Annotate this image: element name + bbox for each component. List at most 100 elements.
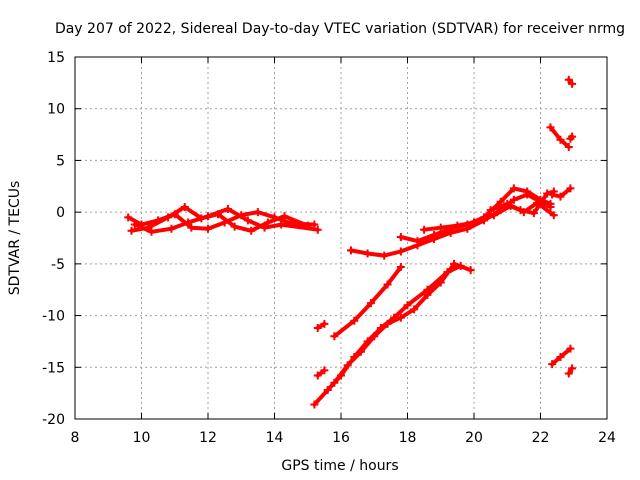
data-point	[396, 232, 405, 241]
series-trace-c	[132, 207, 320, 234]
data-point	[320, 366, 329, 375]
data-point	[410, 305, 419, 314]
y-tick-label: -15	[42, 360, 65, 376]
data-point	[180, 202, 189, 211]
y-tick-label: -20	[42, 412, 65, 428]
data-point	[450, 259, 459, 268]
data-point	[470, 218, 478, 227]
data-point	[247, 226, 256, 235]
data-point	[253, 208, 262, 217]
data-point	[370, 332, 379, 341]
x-tick-label: 14	[266, 430, 284, 446]
data-point	[277, 220, 286, 229]
data-point	[130, 220, 139, 229]
data-point	[453, 221, 462, 230]
x-tick-label: 18	[399, 430, 417, 446]
data-point	[366, 299, 375, 308]
data-point	[548, 360, 557, 369]
data-point	[543, 189, 552, 198]
x-tick-label: 20	[465, 430, 483, 446]
data-point	[564, 142, 573, 151]
data-point	[489, 211, 498, 220]
data-point	[310, 400, 319, 409]
data-point	[280, 212, 289, 221]
data-point	[383, 319, 392, 328]
series-trace-h	[332, 265, 403, 339]
data-point	[167, 224, 176, 233]
data-point	[396, 313, 405, 322]
y-axis-label: SDTVAR / TECUs	[7, 181, 23, 296]
x-tick-label: 10	[133, 430, 151, 446]
data-point	[509, 195, 518, 204]
chart-title: Day 207 of 2022, Sidereal Day-to-day VTE…	[55, 21, 625, 37]
x-tick-label: 16	[332, 430, 350, 446]
data-point	[423, 290, 432, 299]
data-point	[523, 187, 532, 196]
x-tick-label: 12	[199, 430, 217, 446]
data-point	[436, 223, 445, 232]
data-point	[164, 213, 173, 222]
data-point	[548, 190, 557, 199]
data-point	[363, 249, 372, 258]
data-point	[223, 205, 232, 214]
y-tick-label: 5	[56, 153, 65, 169]
data-point	[396, 247, 405, 256]
data-point	[260, 223, 269, 232]
data-point	[184, 218, 193, 227]
data-point	[310, 220, 319, 229]
data-point	[204, 212, 212, 221]
y-tick-label: 0	[56, 205, 65, 221]
data-point	[330, 332, 339, 341]
x-tick-label: 8	[71, 430, 80, 446]
x-tick-label: 24	[598, 430, 616, 446]
data-point	[568, 132, 577, 141]
data-point	[330, 378, 339, 387]
data-traces	[124, 75, 577, 409]
x-tick-label: 22	[532, 430, 550, 446]
y-tick-label: -5	[51, 257, 65, 273]
data-point	[413, 237, 422, 246]
data-point	[343, 361, 352, 370]
data-point	[313, 323, 322, 332]
data-point	[350, 316, 359, 325]
data-point	[230, 222, 239, 231]
data-point	[127, 226, 136, 235]
data-point	[549, 211, 558, 220]
grid-lines	[75, 57, 607, 419]
data-point	[124, 213, 133, 222]
data-point	[383, 280, 392, 289]
data-point	[503, 199, 512, 208]
data-point	[430, 230, 439, 239]
data-point	[568, 79, 577, 88]
data-point	[420, 225, 429, 234]
data-point	[243, 216, 252, 225]
data-point	[204, 224, 212, 233]
data-point	[147, 227, 156, 236]
y-tick-label: 10	[47, 102, 65, 118]
data-point	[396, 262, 405, 271]
data-point	[466, 266, 475, 275]
data-point	[564, 369, 573, 378]
data-point	[509, 184, 518, 193]
data-point	[566, 184, 575, 193]
data-point	[320, 319, 329, 328]
x-axis-label: GPS time / hours	[281, 458, 398, 474]
data-point	[568, 364, 577, 373]
data-point	[516, 206, 525, 215]
data-point	[556, 135, 565, 144]
data-point	[436, 278, 445, 287]
data-point	[323, 386, 332, 395]
y-tick-label: 15	[47, 50, 65, 66]
data-point	[356, 347, 365, 356]
data-point	[556, 352, 565, 361]
data-point	[546, 199, 555, 208]
data-point	[529, 209, 538, 218]
data-point	[546, 123, 555, 132]
data-point	[380, 251, 389, 260]
data-point	[403, 301, 412, 310]
data-point	[187, 223, 196, 232]
data-point	[346, 246, 355, 255]
data-point	[566, 344, 575, 353]
data-point	[486, 206, 495, 215]
data-point	[313, 371, 322, 380]
